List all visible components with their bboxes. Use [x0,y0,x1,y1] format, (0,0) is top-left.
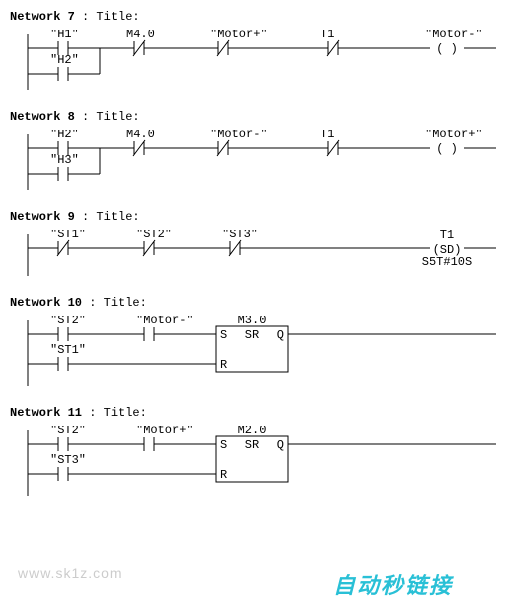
svg-text:( ): ( ) [436,42,458,56]
svg-text:Q: Q [277,328,284,342]
network: Network 8 : Title:"H2"M4.0"Motor-"T1( )"… [10,110,504,192]
svg-text:SR: SR [245,438,259,452]
network: Network 9 : Title:"ST1""ST2""ST3"(SD)T1S… [10,210,504,278]
svg-text:T1: T1 [440,230,454,242]
svg-text:"Motor+": "Motor+" [136,426,194,437]
ladder-diagram: "ST2""Motor-""ST1"M3.0SRSRQ [10,316,504,388]
svg-text:"Motor-": "Motor-" [210,130,268,141]
svg-text:R: R [220,468,227,482]
network: Network 10 : Title: "ST2" "Motor-" "ST1" M3.… [10,296,504,388]
network: Network 7 : Title:"H1"M4.0"Motor+"T1( )"… [10,10,504,92]
svg-text:T1: T1 [320,30,334,41]
svg-text:"Motor+": "Motor+" [210,30,268,41]
network: Network 11 : Title: "ST2" "Motor+" "ST3" M2.… [10,406,504,498]
svg-text:T1: T1 [320,130,334,141]
ladder-diagram: "H2" M4.0 "Motor-" T1 ( )"Motor+" "H3" [10,130,504,192]
network-header: Network 9 : Title: [10,210,504,224]
svg-text:"ST2": "ST2" [50,426,86,437]
svg-text:"H3": "H3" [50,153,79,167]
ladder-diagram: "ST1""ST2""ST3"(SD)T1S5T#10S [10,230,504,278]
svg-text:"ST1": "ST1" [50,230,86,241]
svg-text:( ): ( ) [436,142,458,156]
svg-text:M4.0: M4.0 [126,130,155,141]
svg-text:"H1": "H1" [50,30,79,41]
svg-text:"ST3": "ST3" [50,453,86,467]
brand-text: 自动秒链接 [333,568,453,600]
svg-text:S5T#10S: S5T#10S [422,255,472,269]
svg-text:Q: Q [277,438,284,452]
svg-text:"H2": "H2" [50,53,79,67]
watermark-text: www.sk1z.com [18,565,123,581]
svg-text:"Motor+": "Motor+" [425,130,483,141]
svg-text:S: S [220,328,227,342]
svg-text:M3.0: M3.0 [238,316,267,327]
svg-text:M4.0: M4.0 [126,30,155,41]
svg-text:"ST2": "ST2" [50,316,86,327]
network-header: Network 11 : Title: [10,406,504,420]
svg-text:"ST3": "ST3" [222,230,258,241]
svg-text:S: S [220,438,227,452]
network-header: Network 8 : Title: [10,110,504,124]
svg-text:"Motor-": "Motor-" [136,316,194,327]
svg-text:"ST1": "ST1" [50,343,86,357]
svg-text:M2.0: M2.0 [238,426,267,437]
svg-text:"H2": "H2" [50,130,79,141]
network-header: Network 10 : Title: [10,296,504,310]
network-header: Network 7 : Title: [10,10,504,24]
svg-text:"ST2": "ST2" [136,230,172,241]
svg-text:"Motor-": "Motor-" [425,30,483,41]
svg-text:SR: SR [245,328,259,342]
ladder-diagram: "H1" M4.0 "Motor+" T1 ( )"Motor-" "H2" [10,30,504,92]
ladder-diagram: "ST2""Motor+""ST3"M2.0SRSRQ [10,426,504,498]
svg-text:R: R [220,358,227,372]
